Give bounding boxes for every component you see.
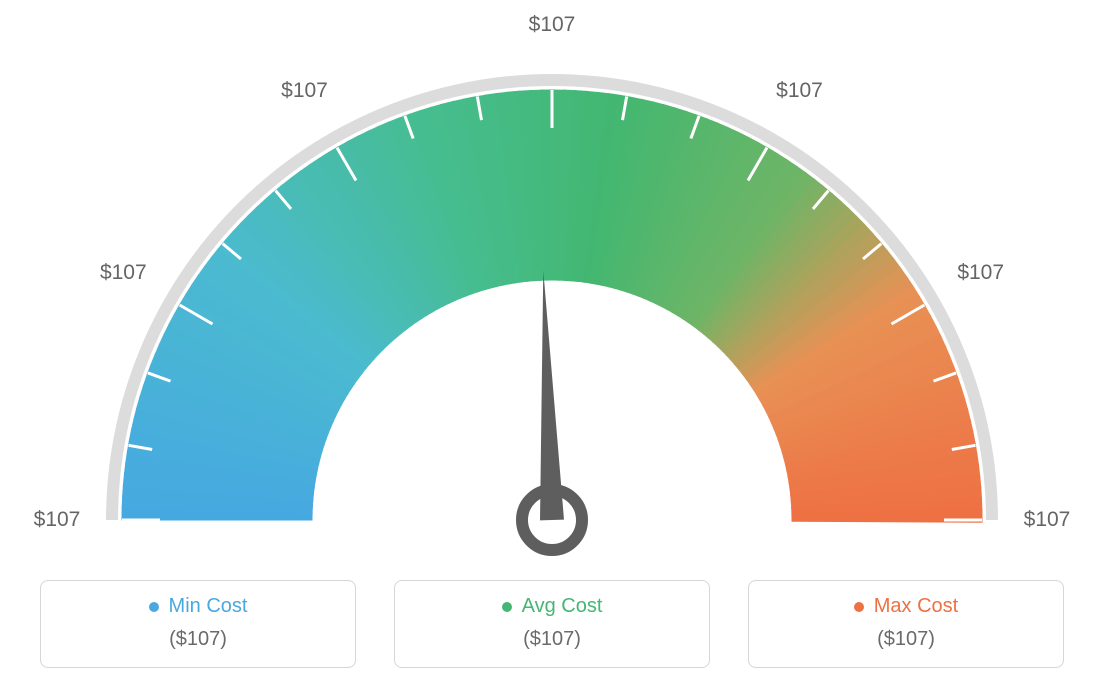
legend-value: ($107) <box>877 628 935 651</box>
legend-card: Min Cost ($107) <box>40 580 356 668</box>
legend-card: Avg Cost ($107) <box>394 580 710 668</box>
gauge-tick-label: $107 <box>281 79 328 103</box>
legend-dot <box>502 602 512 612</box>
gauge-tick-label: $107 <box>776 79 823 103</box>
legend-title-row: Avg Cost <box>502 595 603 618</box>
legend-value: ($107) <box>169 628 227 651</box>
legend-card: Max Cost ($107) <box>748 580 1064 668</box>
gauge-tick-label: $107 <box>100 261 147 285</box>
legend-row: Min Cost ($107) Avg Cost ($107) Max Cost ($10… <box>0 580 1104 668</box>
legend-value: ($107) <box>523 628 581 651</box>
gauge-tick-label: $107 <box>34 508 81 532</box>
gauge-tick-label: $107 <box>957 261 1004 285</box>
gauge-svg <box>0 0 1104 560</box>
legend-title: Max Cost <box>874 595 958 618</box>
gauge-needle <box>540 270 564 520</box>
gauge-tick-label: $107 <box>1024 508 1071 532</box>
gauge-tick-label: $107 <box>529 13 576 37</box>
legend-title: Min Cost <box>169 595 248 618</box>
legend-title-row: Max Cost <box>854 595 958 618</box>
legend-title-row: Min Cost <box>149 595 248 618</box>
legend-dot <box>149 602 159 612</box>
legend-dot <box>854 602 864 612</box>
legend-title: Avg Cost <box>522 595 603 618</box>
gauge-chart: $107 $107 $107 $107 $107 $107 $107 <box>0 0 1104 560</box>
